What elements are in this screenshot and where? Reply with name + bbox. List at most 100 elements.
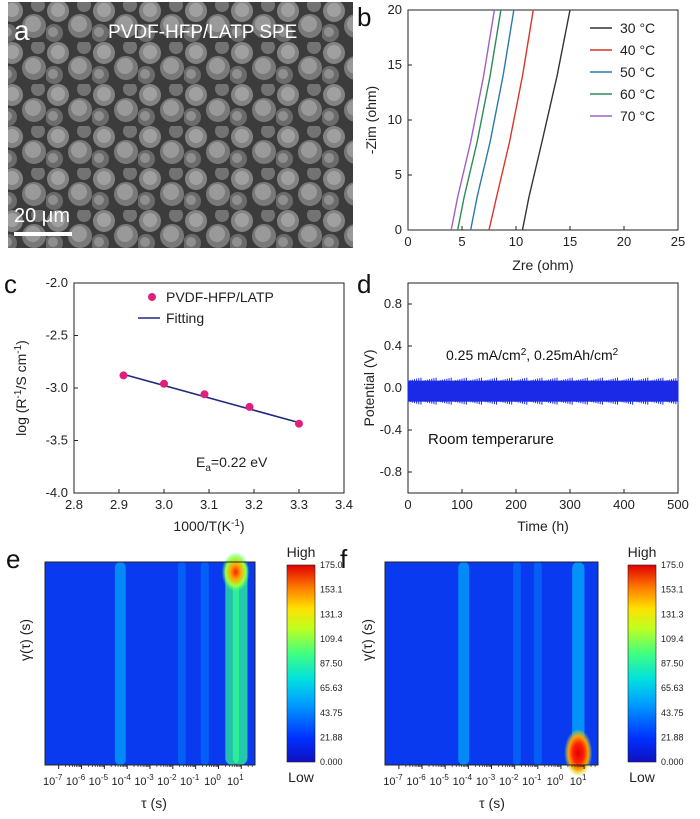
y-tick-label: 20 — [388, 2, 402, 17]
y-tick-label: -2.5 — [46, 328, 68, 343]
colorbar-tick-label: 21.88 — [320, 732, 343, 742]
x-tick-label: 10-4 — [453, 773, 473, 788]
heatmap-background — [45, 562, 255, 765]
series-line — [450, 9, 496, 231]
y-axis-label: Potential (V) — [361, 349, 377, 426]
x-tick-label: 100 — [547, 773, 564, 788]
arrhenius-chart: c 2.8 2.9 3.0 3.1 3.2 3.3 3.4 -4.0 -3.5 -3.0 -2.5 -… — [4, 269, 353, 534]
y-tick-label: -3.0 — [46, 380, 68, 395]
x-axis-label: Zre (ohm) — [512, 257, 573, 273]
colorbar-tick-label: 87.50 — [320, 659, 343, 669]
relaxation-band — [458, 562, 470, 765]
colorbar-low-label: Low — [288, 769, 315, 785]
legend-label: 30 °C — [620, 20, 655, 36]
colorbar-tick-label: 43.75 — [320, 708, 343, 718]
heatmap-background — [385, 562, 598, 765]
fit-line — [123, 373, 300, 424]
panel-label-a: a — [14, 15, 30, 46]
panel-label-d: d — [357, 269, 371, 299]
y-tick-label: 0 — [395, 222, 402, 237]
series-line — [456, 9, 502, 231]
x-tick-label: 0 — [404, 234, 411, 249]
y-tick-label: -3.5 — [46, 433, 68, 448]
x-tick-label: 3.2 — [245, 497, 263, 512]
x-axis-label: Time (h) — [517, 518, 569, 534]
data-point — [160, 379, 168, 388]
x-tick-label: 2.8 — [65, 497, 83, 512]
legend-label: 40 °C — [620, 42, 655, 58]
colorbar-high-label: High — [628, 544, 657, 560]
colorbar-tick-label: 0.000 — [661, 757, 684, 767]
panel-label-f: f — [340, 544, 348, 574]
data-point — [200, 390, 209, 399]
activation-energy: Ea=0.22 eV — [196, 454, 268, 474]
x-tick-label: 3.3 — [290, 497, 308, 512]
x-tick-label: 0 — [404, 497, 411, 512]
x-tick-label: 10-1 — [180, 773, 200, 788]
legend-label: 50 °C — [620, 64, 655, 80]
drt-heatmap-e: e 10-7 10-6 10-5 10-4 10-3 10-2 10-1 100 101 Hig… — [6, 544, 343, 811]
y-tick-label: 0.0 — [384, 380, 402, 395]
panel-label-c: c — [4, 269, 17, 299]
x-tick-label: 3.1 — [200, 497, 218, 512]
x-tick-label: 10-2 — [157, 773, 177, 788]
x-axis-label: τ (s) — [479, 795, 505, 811]
hotspot — [221, 552, 250, 592]
y-tick-label: -0.4 — [380, 422, 402, 437]
colorbar-tick-label: 65.63 — [661, 683, 684, 693]
colorbar-tick-label: 0.000 — [320, 757, 343, 767]
y-axis-label: log (R-1/S cm-1) — [13, 340, 29, 436]
y-tick-label: -0.8 — [380, 464, 402, 479]
y-tick-label: 0.4 — [384, 338, 402, 353]
y-tick-label: 0.8 — [384, 296, 402, 311]
relaxation-band — [533, 562, 542, 765]
y-axis-label: γ(τ) (s) — [17, 619, 33, 661]
y-axis-label: γ(τ) (s) — [359, 619, 375, 661]
plot-frame — [73, 282, 345, 494]
x-tick-label: 3.4 — [335, 497, 353, 512]
x-tick-label: 2.9 — [110, 497, 128, 512]
panel-label-b: b — [357, 2, 371, 32]
y-axis-label: -Zim (ohm) — [363, 86, 379, 154]
colorbar-tick-label: 175.0 — [661, 560, 684, 570]
series-line — [488, 9, 534, 231]
colorbar-tick-label: 153.1 — [661, 585, 684, 595]
colorbar-tick-label: 153.1 — [320, 585, 343, 595]
colorbar-tick-label: 109.4 — [320, 634, 343, 644]
x-tick-label: 10-3 — [134, 773, 154, 788]
x-tick-label: 10-7 — [383, 773, 403, 788]
relaxation-band — [572, 562, 585, 765]
x-tick-label: 100 — [451, 497, 473, 512]
relaxation-band — [513, 562, 521, 765]
x-tick-label: 10-2 — [499, 773, 519, 788]
y-tick-label: -2.0 — [46, 275, 68, 290]
x-tick-label: 10-3 — [476, 773, 496, 788]
relaxation-band — [114, 562, 126, 765]
data-point — [245, 402, 254, 411]
colorbar-tick-label: 21.88 — [661, 732, 684, 742]
y-tick-label: 5 — [395, 167, 402, 182]
legend-label: 70 °C — [620, 108, 655, 124]
data-point — [295, 419, 303, 428]
x-tick-label: 20 — [617, 234, 631, 249]
x-tick-label: 15 — [563, 234, 577, 249]
x-tick-label: 3.0 — [155, 497, 173, 512]
voltage-band — [408, 380, 678, 402]
legend-label-fit: Fitting — [166, 310, 204, 326]
x-tick-label: 10-6 — [406, 773, 426, 788]
y-tick-label: 15 — [388, 57, 402, 72]
x-tick-label: 10-1 — [522, 773, 542, 788]
y-tick-label: 10 — [388, 112, 402, 127]
x-tick-label: 10-4 — [111, 773, 131, 788]
sem-image — [8, 2, 353, 248]
sem-panel: a PVDF-HFP/LATP SPE 20 μm — [8, 2, 353, 248]
x-tick-label: 10-5 — [430, 773, 450, 788]
data-point — [119, 371, 128, 380]
current-density-note: 0.25 mA/cm2, 0.25mAh/cm2 — [446, 347, 619, 363]
colorbar-tick-label: 175.0 — [320, 560, 343, 570]
relaxation-band — [200, 562, 209, 765]
x-tick-label: 100 — [204, 773, 221, 788]
x-axis-label: τ (s) — [141, 795, 167, 811]
series-line — [521, 9, 571, 231]
